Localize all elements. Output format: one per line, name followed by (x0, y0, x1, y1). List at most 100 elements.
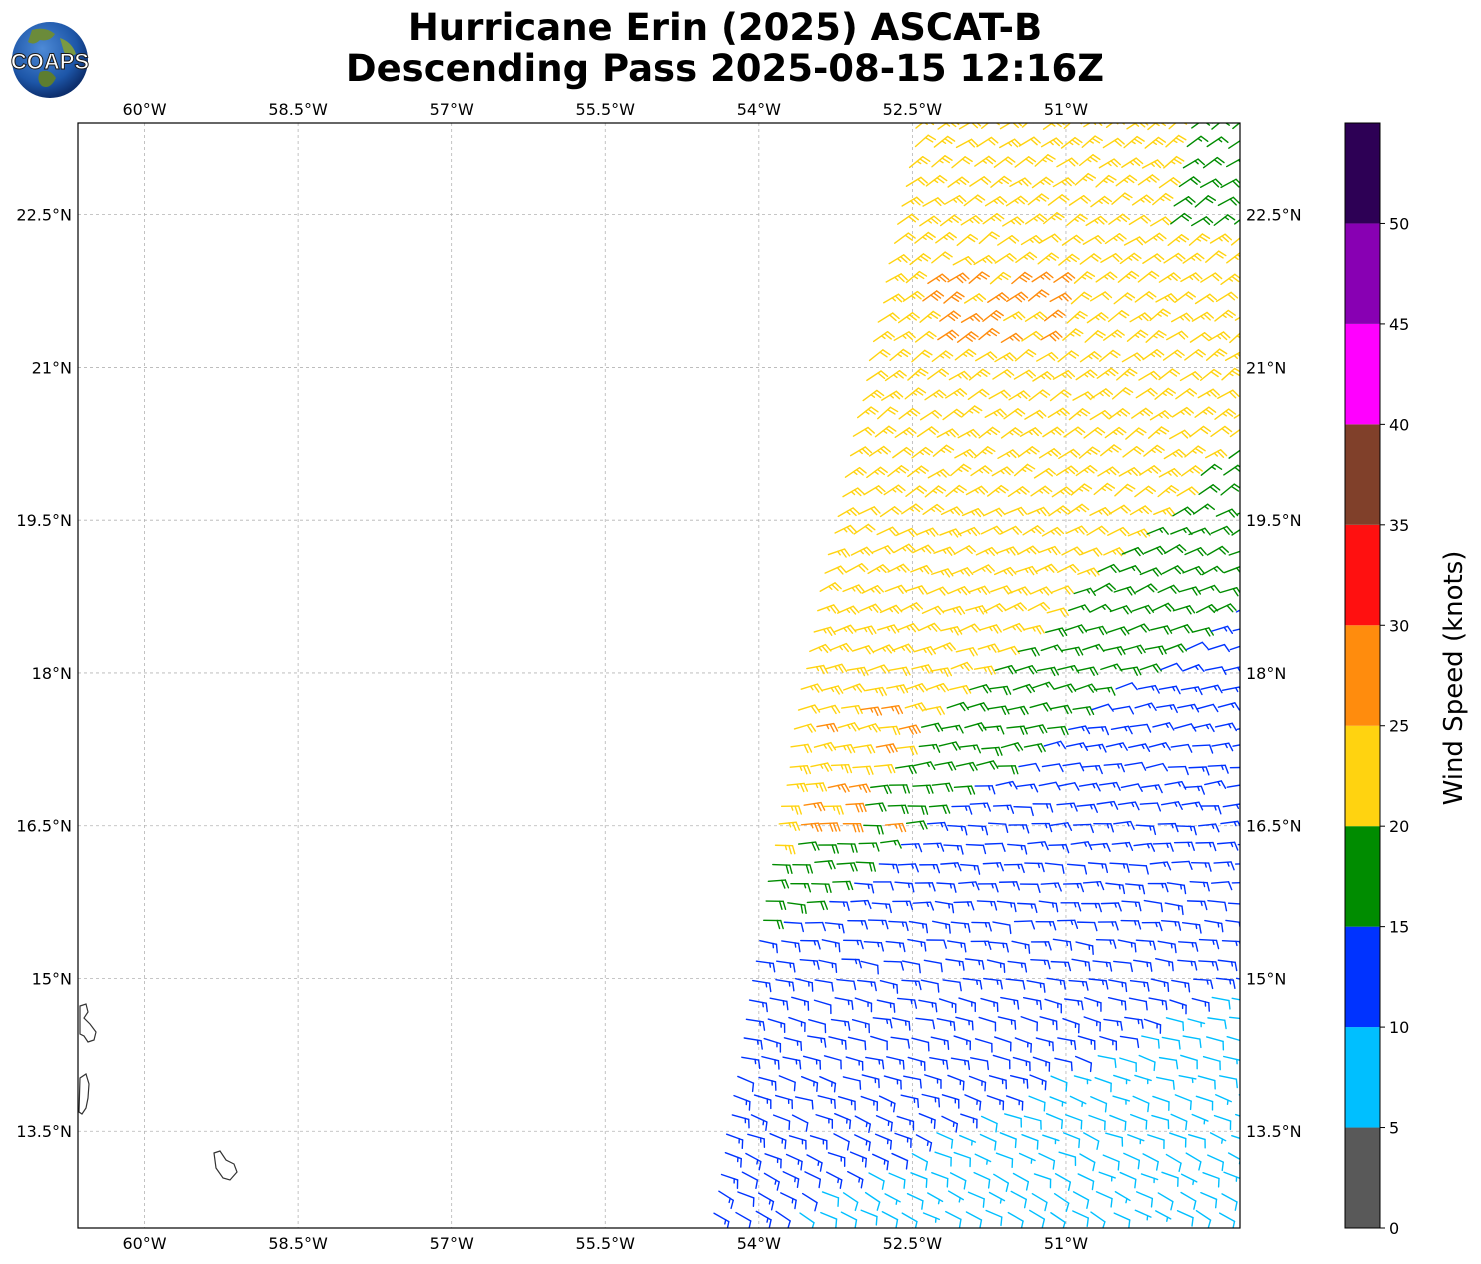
wind-barb (1163, 252, 1186, 264)
wind-barb (1040, 137, 1064, 148)
wind-barb (1235, 609, 1240, 613)
wind-barb (1011, 940, 1031, 954)
lat-tick-label-right: 19.5°N (1246, 511, 1302, 530)
wind-barb (960, 215, 983, 226)
colorbar-bin (1345, 625, 1380, 726)
wind-barb (987, 705, 1010, 715)
colorbar: 0 5 10 15 20 25 30 35 40 45 50 (1344, 122, 1409, 1238)
wind-barb (1204, 449, 1228, 459)
wind-barb (1130, 1113, 1148, 1130)
wind-barb (821, 939, 841, 953)
wind-barb (1002, 622, 1026, 633)
wind-barb (1103, 547, 1126, 557)
wind-barb (745, 1152, 762, 1171)
wind-barb (1138, 1054, 1156, 1072)
wind-barb (1217, 959, 1238, 972)
wind-barb (1189, 425, 1212, 438)
wind-barb (1196, 703, 1219, 713)
wind-barb (1224, 666, 1240, 672)
wind-barb (1111, 192, 1133, 205)
wind-barb (968, 1075, 987, 1092)
wind-barb (1176, 825, 1197, 836)
wind-barb (1124, 761, 1147, 771)
wind-barb (1048, 505, 1071, 517)
wind-barb (981, 746, 1003, 757)
wind-barb (965, 605, 988, 615)
wind-barb (881, 705, 904, 715)
wind-barb (1121, 352, 1145, 363)
wind-barb (1198, 938, 1220, 950)
wind-barb (907, 805, 929, 815)
wind-barb (1043, 740, 1066, 750)
wind-barb (1229, 645, 1240, 651)
wind-barb (1074, 172, 1097, 186)
wind-barb (1113, 960, 1133, 973)
wind-barb (810, 762, 833, 772)
wind-barb (1158, 272, 1181, 283)
wind-barb (1072, 1191, 1090, 1209)
lat-tick-label-left: 19.5°N (16, 511, 72, 530)
wind-barb (931, 251, 953, 264)
wind-barb (1158, 468, 1182, 478)
wind-barb (747, 1133, 766, 1148)
wind-barb (1152, 842, 1174, 852)
wind-barb (1192, 744, 1214, 754)
wind-barb (1210, 881, 1233, 891)
wind-barb (837, 605, 860, 615)
wind-barb (1191, 311, 1214, 322)
wind-barb (994, 352, 1017, 363)
wind-barb (1197, 584, 1221, 593)
wind-barb (1105, 882, 1126, 895)
wind-barb (1053, 272, 1076, 283)
wind-barb (1180, 465, 1203, 477)
wind-barb (914, 882, 936, 892)
wind-barb (897, 997, 918, 1009)
wind-barb (1145, 762, 1168, 772)
wind-barb (955, 138, 979, 149)
wind-barb (927, 468, 950, 479)
wind-barb (1182, 565, 1205, 576)
wind-barb (1119, 1057, 1137, 1073)
lat-tick-label-left: 15°N (32, 969, 72, 988)
wind-barb (858, 723, 881, 733)
wind-barb (880, 839, 902, 849)
wind-barb (842, 584, 865, 594)
wind-barb (907, 368, 929, 381)
wind-barb (957, 428, 980, 439)
wind-barb (800, 683, 823, 693)
wind-barb (1158, 368, 1181, 381)
wind-barb (1075, 369, 1098, 381)
wind-barb (1161, 565, 1185, 575)
wind-barb (842, 683, 866, 693)
wind-barb (1088, 978, 1109, 990)
wind-barb (875, 1115, 893, 1132)
wind-barb (1197, 823, 1220, 833)
wind-barb (1019, 427, 1043, 437)
wind-barb (1217, 389, 1240, 399)
wind-barb (1041, 526, 1065, 537)
wind-barb (1165, 1017, 1185, 1032)
wind-barb (943, 291, 965, 304)
wind-barb (841, 958, 862, 969)
wind-barb (1068, 725, 1091, 735)
wind-barb (804, 1171, 822, 1189)
wind-barb (1210, 425, 1233, 438)
lon-tick-label-bottom: 55.5°W (576, 1234, 636, 1253)
wind-barb (1090, 388, 1114, 399)
wind-barb (772, 863, 793, 874)
wind-barb (912, 544, 935, 554)
wind-barb (1107, 526, 1130, 536)
wind-barb (1093, 582, 1116, 593)
wind-barb (1093, 822, 1115, 833)
islands (78, 1003, 238, 1181)
wind-barb (974, 1153, 992, 1165)
wind-barb (945, 388, 968, 399)
wind-barb (1156, 1076, 1175, 1090)
wind-barb (1187, 1018, 1206, 1028)
wind-barb (827, 548, 851, 558)
wind-barb (1024, 311, 1048, 322)
wind-barb (1119, 666, 1142, 676)
wind-barb (1195, 1095, 1214, 1111)
wind-barb (989, 271, 1012, 285)
colorbar-bin (1345, 926, 1380, 1028)
